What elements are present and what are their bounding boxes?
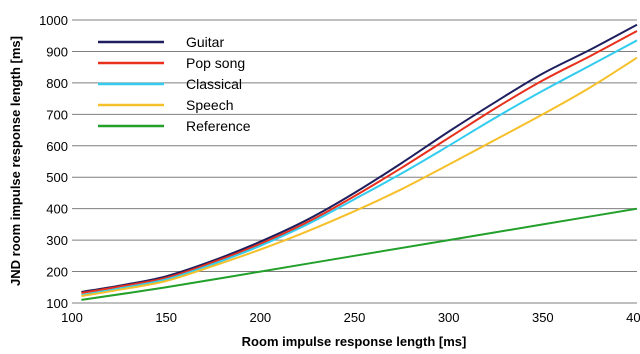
series-line-classical — [81, 39, 638, 297]
series-lines — [81, 23, 638, 301]
y-tick-label: 900 — [46, 44, 68, 59]
y-axis-title: JND room impulse response length [ms] — [8, 36, 23, 286]
x-tick-label: 100 — [61, 310, 83, 325]
y-tick-label: 500 — [46, 170, 68, 185]
y-tick-label: 400 — [46, 202, 68, 217]
legend-label-guitar: Guitar — [186, 34, 224, 50]
y-tick-label: 700 — [46, 107, 68, 122]
legend-label-reference: Reference — [186, 118, 251, 134]
x-tick-label: 400 — [626, 310, 640, 325]
x-tick-label: 250 — [344, 310, 366, 325]
y-tick-label: 800 — [46, 76, 68, 91]
legend-label-classical: Classical — [186, 76, 242, 92]
legend: Guitar Pop song Classical Speech Reference — [98, 34, 251, 134]
legend-label-speech: Speech — [186, 97, 233, 113]
x-tick-label: 350 — [532, 310, 554, 325]
series-line-guitar — [81, 23, 638, 293]
y-tick-label: 300 — [46, 233, 68, 248]
y-tick-label: 100 — [46, 296, 68, 311]
x-tick-label: 300 — [438, 310, 460, 325]
series-line-speech — [81, 56, 638, 298]
x-tick-label: 200 — [249, 310, 271, 325]
x-tick-labels: 100 150 200 250 300 350 400 — [61, 310, 640, 325]
y-tick-label: 200 — [46, 265, 68, 280]
series-line-reference — [81, 207, 638, 301]
x-axis-title: Room impulse response length [ms] — [242, 334, 467, 349]
x-tick-label: 150 — [155, 310, 177, 325]
y-tick-label: 600 — [46, 139, 68, 154]
y-tick-labels: 100 200 300 400 500 600 700 800 900 1000 — [39, 13, 68, 311]
grid-lines — [72, 19, 637, 273]
y-tick-label: 1000 — [39, 13, 68, 28]
series-line-pop-song — [81, 30, 638, 294]
legend-label-pop-song: Pop song — [186, 55, 245, 71]
